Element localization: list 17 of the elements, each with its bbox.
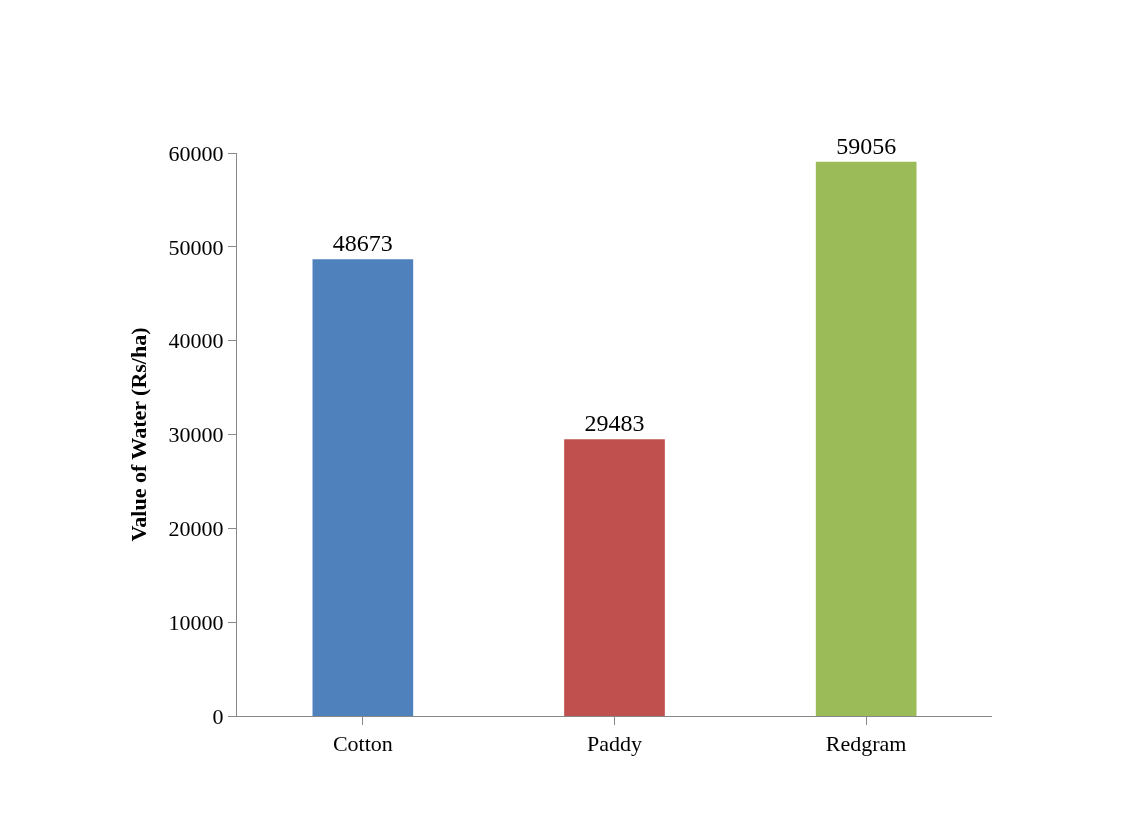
y-tick-label: 10000 <box>168 609 224 635</box>
x-tick-label: Cotton <box>332 731 393 757</box>
x-tick-label: Paddy <box>587 731 642 757</box>
data-label: 29483 <box>584 410 645 437</box>
y-tick-label: 50000 <box>168 234 224 260</box>
data-label: 59056 <box>836 132 897 159</box>
x-tick-label: Redgram <box>825 731 907 757</box>
y-tick-label: 0 <box>212 703 224 729</box>
y-axis-title: Value of Water (Rs/ha) <box>126 327 152 542</box>
y-tick-label: 20000 <box>168 516 224 542</box>
data-label: 48673 <box>332 230 393 257</box>
bar <box>815 161 917 716</box>
y-tick-label: 30000 <box>168 422 224 448</box>
bar <box>564 439 665 716</box>
y-tick-label: 60000 <box>168 140 224 166</box>
y-tick-label: 40000 <box>168 328 224 354</box>
bar <box>312 259 414 716</box>
